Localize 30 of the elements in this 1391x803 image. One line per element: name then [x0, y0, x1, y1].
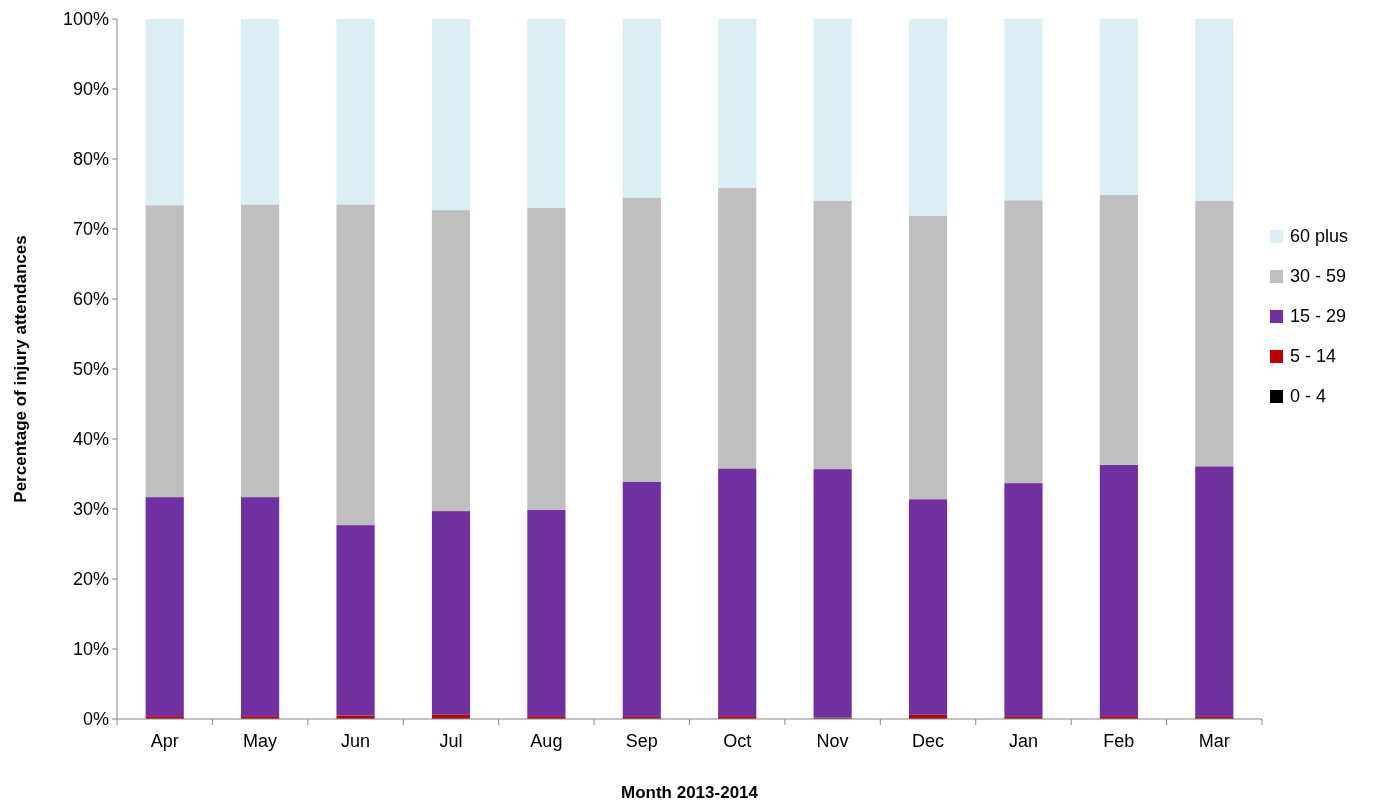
y-tick-label: 30% [72, 499, 109, 520]
y-tick-label: 60% [72, 289, 109, 310]
y-tick-label: 80% [72, 149, 109, 170]
x-tick-label: Feb [1103, 731, 1135, 751]
x-axis-title: Month 2013-2014 [621, 783, 759, 802]
y-axis-title: Percentage of injury attendances [11, 235, 30, 503]
x-tick-label: Dec [912, 731, 945, 751]
y-tick-label: 40% [72, 429, 109, 450]
legend-label: 15 - 29 [1290, 306, 1347, 327]
legend-label: 30 - 59 [1290, 266, 1347, 287]
x-tick-label: Mar [1198, 731, 1230, 751]
y-tick-label: 0% [82, 709, 109, 730]
x-tick-label: Sep [625, 731, 658, 751]
y-tick-label: 50% [72, 359, 109, 380]
x-tick-label: May [243, 731, 278, 751]
x-tick-label: Jul [439, 731, 463, 751]
y-tick-label: 20% [72, 569, 109, 590]
x-tick-label: Oct [723, 731, 752, 751]
legend-label: 5 - 14 [1290, 346, 1337, 367]
y-tick-label: 10% [72, 639, 109, 660]
legend-label: 0 - 4 [1290, 386, 1327, 407]
x-tick-label: Apr [150, 731, 179, 751]
x-tick-label: Nov [816, 731, 849, 751]
y-tick-label: 100% [62, 9, 109, 30]
x-tick-label: Jan [1008, 731, 1038, 751]
legend-label: 60 plus [1290, 226, 1349, 247]
y-tick-label: 90% [72, 79, 109, 100]
y-tick-label: 70% [72, 219, 109, 240]
x-tick-label: Jun [341, 731, 371, 751]
x-tick-label: Aug [530, 731, 563, 751]
